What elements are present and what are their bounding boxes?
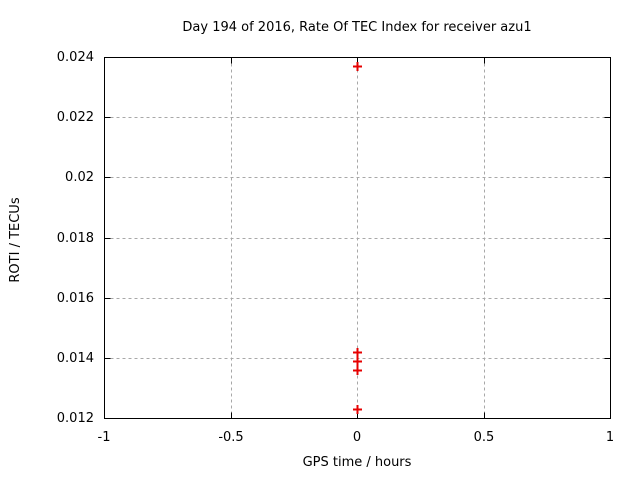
x-tick-label: -1 xyxy=(98,430,111,445)
data-point-marker xyxy=(353,348,362,357)
data-point-marker xyxy=(353,62,362,71)
y-axis-label: ROTI / TECUs xyxy=(8,197,23,282)
y-tick-label: 0.016 xyxy=(57,291,94,306)
x-tick-label: 1 xyxy=(606,430,614,445)
y-tick-label: 0.012 xyxy=(57,411,94,426)
chart-title: Day 194 of 2016, Rate Of TEC Index for r… xyxy=(182,20,531,35)
x-tick-label: 0 xyxy=(353,430,361,445)
y-tick-label: 0.02 xyxy=(65,170,94,185)
points-layer xyxy=(353,62,362,414)
x-axis-label: GPS time / hours xyxy=(303,455,412,470)
data-point-marker xyxy=(353,357,362,366)
y-tick-label: 0.022 xyxy=(57,110,94,125)
x-tick-label: 0.5 xyxy=(474,430,495,445)
y-tick-label: 0.018 xyxy=(57,231,94,246)
x-tick-label: -0.5 xyxy=(218,430,243,445)
y-tick-label: 0.014 xyxy=(57,351,94,366)
tick-label-layer: -1 -0.5 0 0.5 1 0.012 0.014 0.016 0.018 0.02 0.022… xyxy=(57,50,614,445)
data-point-marker xyxy=(353,405,362,414)
grid-layer xyxy=(104,57,611,419)
data-point-marker xyxy=(353,366,362,375)
axis-layer xyxy=(104,57,611,419)
y-tick-label: 0.024 xyxy=(57,50,94,65)
